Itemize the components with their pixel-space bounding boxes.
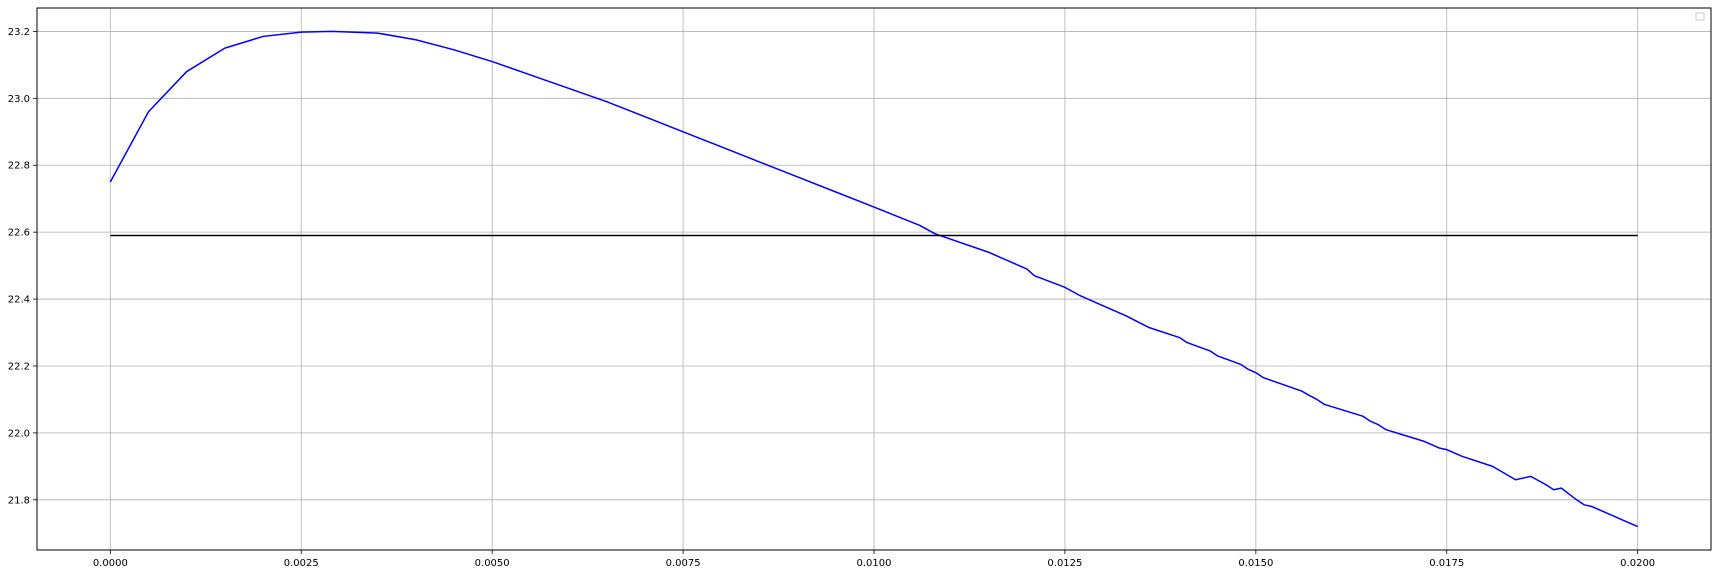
y-tick-label: 21.8: [8, 495, 30, 506]
x-tick-label: 0.0150: [1238, 558, 1273, 569]
x-tick-label: 0.0100: [857, 558, 892, 569]
x-axis: 0.0000 0.0025 0.0050 0.0075 0.0100 0.0125 0.01…: [93, 550, 1655, 569]
series-layer: [109, 30, 1638, 528]
x-tick-label: 0.0125: [1047, 558, 1082, 569]
y-tick-label: 22.6: [8, 228, 30, 239]
x-tick-label: 0.0050: [475, 558, 510, 569]
x-tick-label: 0.0025: [284, 558, 319, 569]
y-tick-label: 23.2: [8, 27, 30, 38]
y-tick-label: 22.4: [8, 295, 30, 306]
y-axis: 21.8 22.0 22.2 22.4 22.6 22.8 23.0 23.2: [8, 27, 37, 506]
legend-box[interactable]: [1695, 12, 1705, 21]
x-tick-label: 0.0200: [1620, 558, 1655, 569]
y-tick-label: 22.0: [8, 428, 30, 439]
x-tick-label: 0.0075: [666, 558, 701, 569]
grid-lines: [37, 8, 1711, 550]
y-tick-label: 22.2: [8, 361, 30, 372]
x-tick-label: 0.0000: [93, 558, 128, 569]
y-tick-label: 23.0: [8, 94, 30, 105]
series-line-1: [109, 30, 1638, 528]
y-tick-label: 22.8: [8, 161, 30, 172]
x-tick-label: 0.0175: [1429, 558, 1464, 569]
